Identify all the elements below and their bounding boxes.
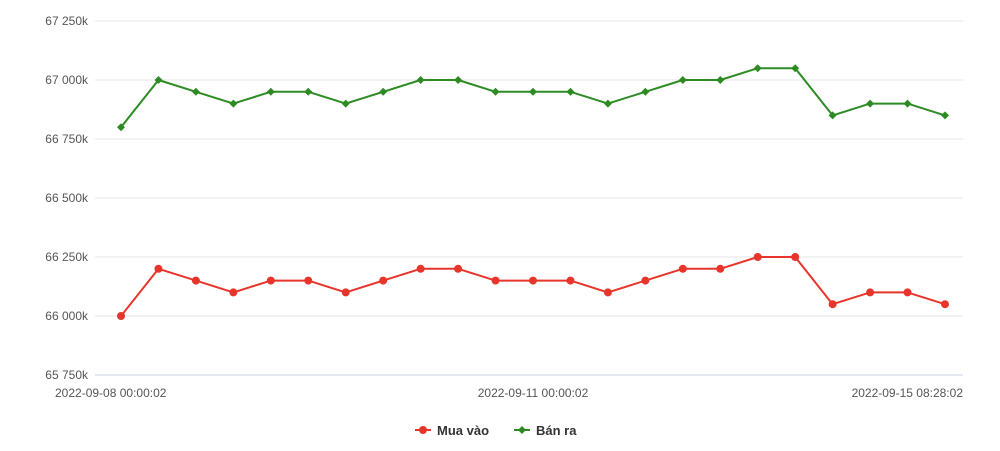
legend-label: Bán ra xyxy=(536,423,577,438)
data-point[interactable] xyxy=(753,64,762,73)
data-point[interactable] xyxy=(154,76,163,84)
data-point[interactable] xyxy=(791,64,800,73)
data-point[interactable] xyxy=(341,288,350,297)
data-point[interactable] xyxy=(678,76,687,84)
data-point[interactable] xyxy=(266,276,275,285)
y-tick-label: 66 000k xyxy=(45,309,89,323)
y-tick-label: 66 250k xyxy=(45,250,89,264)
x-tick-label: 2022-09-08 00:00:02 xyxy=(55,386,167,400)
x-tick-label: 2022-09-11 00:00:02 xyxy=(478,386,589,400)
data-point[interactable] xyxy=(229,288,238,297)
data-point[interactable] xyxy=(117,312,125,320)
data-point[interactable] xyxy=(529,276,537,285)
data-point[interactable] xyxy=(529,87,537,96)
data-point[interactable] xyxy=(454,264,463,273)
data-point[interactable] xyxy=(117,123,125,132)
data-point[interactable] xyxy=(379,276,388,285)
data-point[interactable] xyxy=(603,99,612,108)
series-line xyxy=(120,256,946,317)
data-point[interactable] xyxy=(491,87,500,96)
data-point[interactable] xyxy=(641,276,650,285)
data-point[interactable] xyxy=(791,253,800,261)
series-mua-vao xyxy=(117,253,949,320)
data-point[interactable] xyxy=(454,76,463,84)
data-point[interactable] xyxy=(828,300,837,309)
data-point[interactable] xyxy=(678,264,687,273)
data-point[interactable] xyxy=(341,99,350,108)
data-point[interactable] xyxy=(866,288,875,297)
data-point[interactable] xyxy=(641,87,650,96)
data-point[interactable] xyxy=(154,264,163,273)
data-point[interactable] xyxy=(603,288,612,297)
data-point[interactable] xyxy=(266,87,275,96)
legend-item-mua-vao[interactable]: Mua vào xyxy=(415,423,489,438)
data-point[interactable] xyxy=(716,76,725,84)
data-point[interactable] xyxy=(941,111,949,120)
series-layer xyxy=(117,64,949,320)
data-point[interactable] xyxy=(753,253,762,261)
data-point[interactable] xyxy=(229,99,238,108)
data-point[interactable] xyxy=(416,76,425,84)
grid-layer xyxy=(95,20,963,376)
y-tick-label: 66 750k xyxy=(45,132,89,146)
data-point[interactable] xyxy=(491,276,500,285)
legend[interactable]: Mua vào Bán ra xyxy=(415,423,577,438)
data-point[interactable] xyxy=(304,276,313,285)
legend-circle-marker xyxy=(419,426,427,434)
data-point[interactable] xyxy=(866,99,875,108)
data-point[interactable] xyxy=(941,300,949,309)
data-point[interactable] xyxy=(828,111,837,120)
y-tick-label: 67 000k xyxy=(45,73,89,87)
series-line xyxy=(120,67,946,128)
data-point[interactable] xyxy=(191,276,200,285)
data-point[interactable] xyxy=(416,264,425,273)
data-point[interactable] xyxy=(379,87,388,96)
legend-diamond-marker xyxy=(518,426,526,434)
legend-item-ban-ra[interactable]: Bán ra xyxy=(514,423,577,438)
legend-label: Mua vào xyxy=(437,423,489,438)
data-point[interactable] xyxy=(191,87,200,96)
data-point[interactable] xyxy=(566,276,575,285)
y-tick-label: 66 500k xyxy=(45,191,89,205)
data-point[interactable] xyxy=(903,99,912,108)
data-point[interactable] xyxy=(903,288,912,297)
series-ban-ra xyxy=(117,64,949,132)
axis-layer: 67 250k 67 000k 66 750k 66 500k 66 250k 66 00… xyxy=(45,14,963,400)
x-tick-label: 2022-09-15 08:28:02 xyxy=(852,386,964,400)
y-tick-label: 67 250k xyxy=(45,14,89,28)
y-tick-label: 65 750k xyxy=(45,368,89,382)
data-point[interactable] xyxy=(716,264,725,273)
data-point[interactable] xyxy=(304,87,313,96)
data-point[interactable] xyxy=(566,87,575,96)
